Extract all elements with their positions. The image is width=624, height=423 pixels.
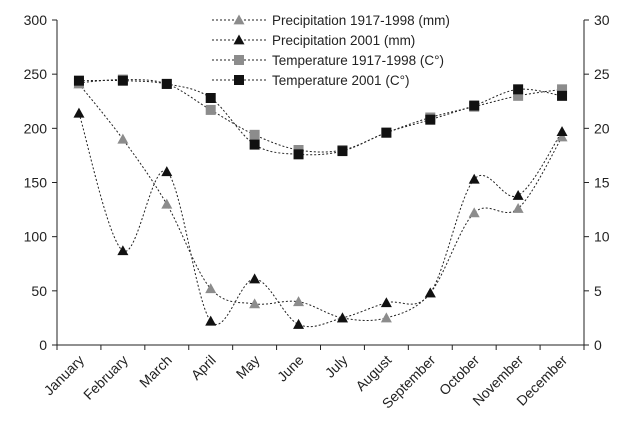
data-point-temperature-2001-c bbox=[293, 149, 304, 160]
y-right-tick-label: 5 bbox=[594, 283, 602, 299]
data-point-precipitation-2001-mm bbox=[205, 315, 217, 326]
data-point-precipitation-1917-1998-mm bbox=[249, 298, 261, 309]
data-point-precipitation-2001-mm bbox=[556, 126, 568, 136]
data-point-precipitation-2001-mm bbox=[380, 297, 392, 308]
data-point-precipitation-1917-1998-mm bbox=[380, 312, 392, 323]
y-right-tick-label: 10 bbox=[594, 229, 610, 245]
data-point-temperature-2001-c bbox=[249, 139, 260, 150]
x-tick-label: February bbox=[80, 352, 131, 403]
y-right-tick-label: 15 bbox=[594, 175, 610, 191]
data-point-temperature-2001-c bbox=[381, 127, 392, 138]
data-point-precipitation-1917-1998-mm bbox=[205, 283, 217, 294]
series-line-precipitation-2001-mm bbox=[78, 113, 563, 328]
data-point-temperature-1917-1998-c bbox=[557, 84, 568, 95]
data-point-precipitation-2001-mm bbox=[424, 287, 436, 298]
series-markers bbox=[73, 74, 568, 329]
data-point-temperature-2001-c bbox=[469, 100, 480, 111]
data-point-temperature-2001-c bbox=[557, 90, 568, 101]
data-point-temperature-2001-c bbox=[513, 84, 524, 95]
data-point-precipitation-2001-mm bbox=[336, 312, 348, 323]
data-point-precipitation-1917-1998-mm bbox=[512, 203, 524, 213]
y-left-tick-label: 100 bbox=[24, 229, 48, 245]
data-point-precipitation-2001-mm bbox=[161, 166, 173, 177]
data-point-temperature-2001-c bbox=[205, 93, 216, 103]
legend-marker bbox=[234, 75, 244, 85]
y-right-tick-label: 25 bbox=[594, 66, 610, 82]
y-right-tick-label: 0 bbox=[594, 337, 602, 353]
legend-label: Temperature 1917-1998 (C°) bbox=[272, 53, 444, 68]
y-left-tick-label: 250 bbox=[24, 66, 48, 82]
x-tick-label: March bbox=[136, 352, 175, 391]
x-tick-label: July bbox=[322, 352, 351, 381]
data-point-precipitation-1917-1998-mm bbox=[556, 131, 568, 142]
data-point-precipitation-1917-1998-mm bbox=[117, 133, 129, 144]
x-tick-label: June bbox=[274, 352, 307, 385]
data-point-precipitation-2001-mm bbox=[249, 273, 261, 284]
series-line-temperature-2001-c bbox=[78, 79, 563, 156]
data-point-precipitation-2001-mm bbox=[468, 173, 480, 184]
legend: Precipitation 1917-1998 (mm) Precipitatio… bbox=[212, 13, 450, 88]
data-point-temperature-1917-1998-c bbox=[513, 90, 524, 101]
y-left-tick-label: 0 bbox=[39, 337, 47, 353]
y-right-tick-label: 20 bbox=[594, 120, 610, 136]
data-point-temperature-2001-c bbox=[161, 78, 172, 89]
legend-label: Precipitation 1917-1998 (mm) bbox=[272, 13, 450, 28]
data-point-temperature-2001-c bbox=[73, 75, 84, 86]
data-point-temperature-1917-1998-c bbox=[249, 129, 260, 140]
data-point-temperature-2001-c bbox=[425, 114, 436, 125]
y-right-tick-label: 30 bbox=[594, 12, 610, 28]
legend-marker bbox=[234, 55, 244, 65]
data-point-precipitation-2001-mm bbox=[512, 190, 524, 200]
legend-label: Temperature 2001 (C°) bbox=[272, 73, 409, 88]
data-point-precipitation-2001-mm bbox=[73, 107, 85, 118]
data-point-precipitation-1917-1998-mm bbox=[468, 207, 480, 218]
data-point-precipitation-1917-1998-mm bbox=[161, 198, 173, 209]
y-left-tick-label: 300 bbox=[24, 12, 48, 28]
y-left-tick-label: 50 bbox=[31, 283, 47, 299]
legend-marker bbox=[233, 14, 245, 25]
series-lines bbox=[78, 79, 563, 328]
data-point-precipitation-2001-mm bbox=[293, 318, 305, 329]
series-line-precipitation-1917-1998-mm bbox=[78, 83, 563, 321]
y-left-tick-label: 200 bbox=[24, 120, 48, 136]
legend-marker bbox=[233, 34, 245, 45]
x-tick-label: August bbox=[352, 352, 394, 394]
data-point-temperature-1917-1998-c bbox=[205, 104, 216, 115]
data-point-temperature-2001-c bbox=[337, 146, 348, 157]
data-point-temperature-2001-c bbox=[117, 75, 128, 86]
y-left-tick-label: 150 bbox=[24, 175, 48, 191]
series-line-temperature-1917-1998-c bbox=[78, 79, 563, 153]
data-point-precipitation-1917-1998-mm bbox=[293, 296, 305, 307]
x-tick-label: May bbox=[233, 352, 263, 382]
data-point-precipitation-2001-mm bbox=[117, 245, 129, 256]
x-tick-label: April bbox=[188, 352, 219, 383]
legend-label: Precipitation 2001 (mm) bbox=[272, 33, 415, 48]
